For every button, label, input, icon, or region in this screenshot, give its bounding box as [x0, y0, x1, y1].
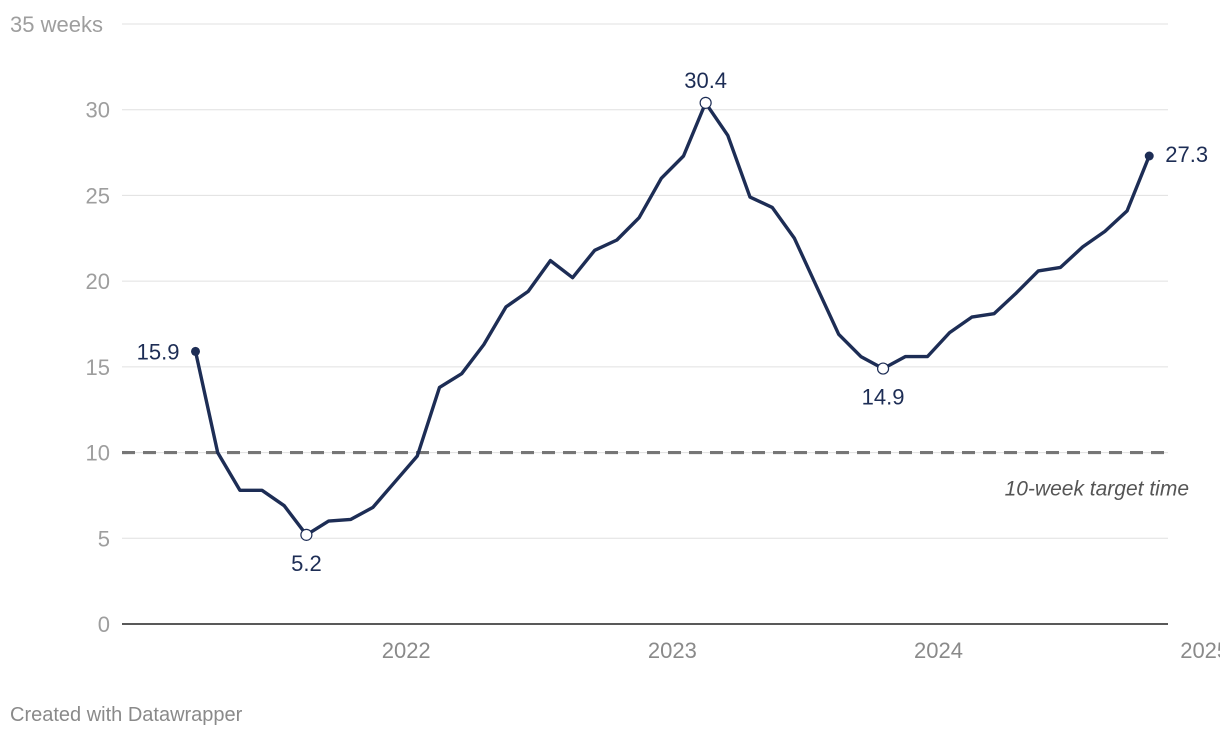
footer-credit: Created with Datawrapper	[10, 704, 243, 726]
x-tick-label: 2022	[382, 638, 431, 663]
series-endpoint	[1144, 151, 1154, 161]
value-label: 27.3	[1165, 142, 1208, 167]
y-axis-ticks: 0 5 10 15 20 25 30 35 weeks	[10, 12, 110, 637]
extreme-marker	[699, 96, 712, 109]
y-tick-label: 20	[86, 269, 110, 294]
target-reference-label: 10-week target time	[1005, 478, 1189, 501]
value-annotations: 15.9 5.2 30.4 14.9 27.3	[137, 68, 1208, 576]
x-tick-label: 2024	[914, 638, 963, 663]
series-line	[193, 101, 1151, 537]
x-tick-label: 2023	[648, 638, 697, 663]
value-label: 30.4	[684, 68, 727, 93]
y-tick-label: 5	[98, 526, 110, 551]
y-tick-label: 25	[86, 183, 110, 208]
y-tick-label: 0	[98, 612, 110, 637]
y-tick-label: 30	[86, 98, 110, 123]
y-tick-label: 10	[86, 441, 110, 466]
y-tick-label: 15	[86, 355, 110, 380]
y-tick-label: 35 weeks	[10, 12, 103, 37]
value-label: 15.9	[137, 339, 180, 364]
value-label: 5.2	[291, 551, 322, 576]
value-label: 14.9	[862, 385, 905, 410]
extreme-marker	[300, 528, 313, 541]
y-gridlines	[122, 23, 1168, 625]
series-endpoint	[191, 346, 200, 356]
extreme-marker	[876, 362, 890, 375]
